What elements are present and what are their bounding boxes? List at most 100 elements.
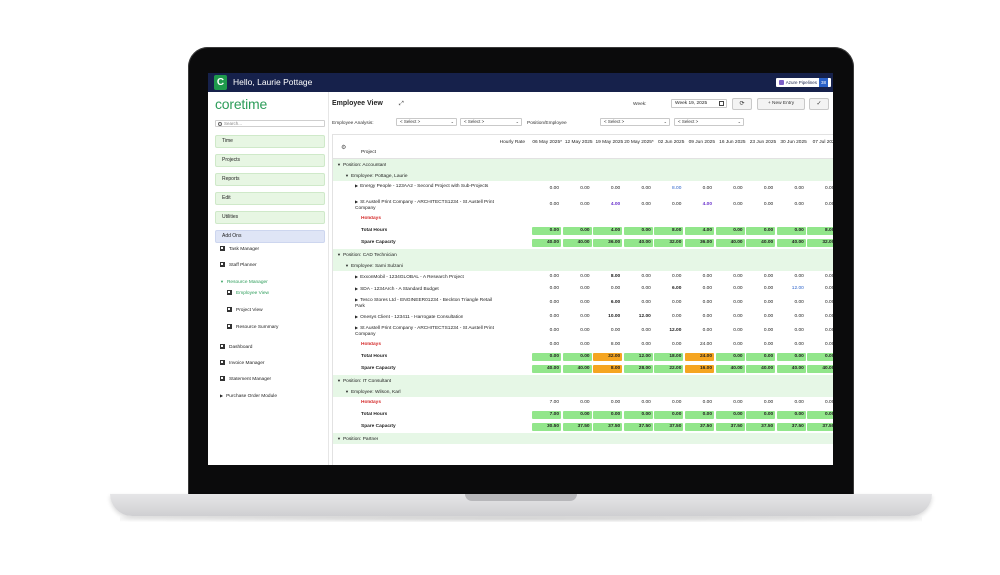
hours-cell[interactable]: 8.00 <box>672 186 682 191</box>
refresh-button[interactable]: ⟳ <box>732 98 752 110</box>
sidebar-item-edit[interactable]: Edit <box>215 192 325 205</box>
caret-right-icon[interactable]: ▶ <box>355 286 359 291</box>
hours-cell[interactable]: 0.00 <box>763 274 774 279</box>
sidebar-item-projects[interactable]: Projects <box>215 154 325 167</box>
employee-select[interactable]: < Select > ⌄ <box>674 118 744 126</box>
group-row[interactable]: ▼ Position: IT Consultant <box>333 375 833 386</box>
hours-cell[interactable]: 12.00 <box>791 286 804 291</box>
table-row[interactable]: ▶ Onesys Client - 123411 - Harrogate Cons… <box>333 311 833 323</box>
hours-cell[interactable]: 0.00 <box>702 314 712 319</box>
sidebar-item-invoice-manager[interactable]: Invoice Manager <box>220 360 264 368</box>
hours-cell[interactable]: 12.00 <box>638 314 651 319</box>
week-picker[interactable]: Week 19, 2025 <box>671 99 727 108</box>
hours-cell[interactable]: 0.00 <box>641 328 651 333</box>
hours-cell[interactable]: 0.00 <box>672 274 682 279</box>
group-row[interactable]: ▼ Position: Accountant <box>333 159 833 170</box>
employee-analysis-select-2[interactable]: < Select > ⌄ <box>460 118 522 126</box>
hours-cell[interactable]: 0.00 <box>702 328 712 333</box>
table-row[interactable]: ▶ St Austell Print Company - ARCHITECTS12… <box>333 197 833 213</box>
group-row[interactable]: ▼ Employee: Sami Sulzani <box>333 260 833 271</box>
hours-cell[interactable]: 0.00 <box>733 202 743 207</box>
sidebar-item-resource-manager[interactable]: ▼ Resource Manager <box>220 278 268 286</box>
caret-right-icon[interactable]: ▶ <box>355 297 359 302</box>
expand-icon[interactable]: ⤢ <box>399 101 404 107</box>
hours-cell[interactable]: 0.00 <box>763 186 774 191</box>
hours-cell[interactable]: 0.00 <box>672 202 682 207</box>
hours-cell[interactable]: 0.00 <box>825 328 833 333</box>
sidebar-item-reports[interactable]: Reports <box>215 173 325 186</box>
hours-cell[interactable]: 0.00 <box>641 274 651 279</box>
hours-cell[interactable]: 0.00 <box>825 274 833 279</box>
hours-cell[interactable]: 6.00 <box>610 300 621 305</box>
hours-cell[interactable]: 10.00 <box>608 314 621 319</box>
hours-cell[interactable]: 0.00 <box>702 274 712 279</box>
hours-cell[interactable]: 0.00 <box>733 300 743 305</box>
group-row[interactable]: ▼ Employee: Pottage, Laurie <box>333 170 833 181</box>
hours-cell[interactable]: 0.00 <box>580 314 590 319</box>
group-row[interactable]: ▼ Position: Partner <box>333 433 833 444</box>
hours-cell[interactable]: 0.00 <box>763 202 774 207</box>
sidebar-item-dashboard[interactable]: Dashboard <box>220 344 252 352</box>
caret-down-icon[interactable]: ▼ <box>345 389 349 394</box>
table-row[interactable]: ▶ Energy People - 123AA2 - Second Project… <box>333 181 833 197</box>
gear-icon[interactable]: ⚙ <box>341 145 347 151</box>
table-row[interactable]: ▶ St Austell Print Company - ARCHITECTS12… <box>333 323 833 339</box>
hours-cell[interactable]: 0.00 <box>641 202 651 207</box>
hours-cell[interactable]: 0.00 <box>549 202 559 207</box>
hours-cell[interactable]: 6.00 <box>672 286 682 291</box>
hours-cell[interactable]: 0.00 <box>580 300 590 305</box>
table-row[interactable]: ▶ ExxonMobil - 1234GLOBAL - A Research Pr… <box>333 271 833 283</box>
hours-cell[interactable]: 0.00 <box>763 286 774 291</box>
hours-cell[interactable]: 0.00 <box>733 328 743 333</box>
table-row[interactable]: ▶ SDA - 1234Arch - A Standard Budget 0.00 0… <box>333 283 833 295</box>
hours-cell[interactable]: 0.00 <box>610 186 621 191</box>
group-row[interactable]: ▼ Employee: Wilson, Karl <box>333 386 833 397</box>
hours-cell[interactable]: 0.00 <box>672 300 682 305</box>
caret-down-icon[interactable]: ▼ <box>337 436 341 441</box>
sidebar-item-task-manager[interactable]: Task Manager <box>220 246 259 254</box>
hours-cell[interactable]: 0.00 <box>763 314 774 319</box>
hours-cell[interactable]: 0.00 <box>702 286 712 291</box>
caret-right-icon[interactable]: ▶ <box>355 314 359 319</box>
hours-cell[interactable]: 12.00 <box>669 328 682 333</box>
hours-cell[interactable]: 0.00 <box>580 202 590 207</box>
hours-cell[interactable]: 0.00 <box>825 314 833 319</box>
hours-cell[interactable]: 0.00 <box>733 314 743 319</box>
pipeline-badge[interactable]: Azure Pipelines 38 <box>775 78 831 87</box>
hours-cell[interactable]: 0.00 <box>580 274 590 279</box>
hours-cell[interactable]: 0.00 <box>641 300 651 305</box>
sidebar-item-resource-summary[interactable]: Resource Summary <box>227 324 278 332</box>
hours-cell[interactable]: 0.00 <box>610 286 621 291</box>
caret-down-icon[interactable]: ▼ <box>337 162 341 167</box>
hours-cell[interactable]: 0.00 <box>549 328 559 333</box>
caret-down-icon[interactable]: ▼ <box>345 173 349 178</box>
new-entry-button[interactable]: + New Entry <box>757 98 805 110</box>
caret-down-icon[interactable]: ▼ <box>337 378 341 383</box>
hours-cell[interactable]: 0.00 <box>702 300 712 305</box>
caret-right-icon[interactable]: ▶ <box>355 325 359 330</box>
sidebar-item-purchase-order-module[interactable]: ▶ Purchase Order Module <box>220 392 277 400</box>
confirm-button[interactable]: ✓ <box>809 98 829 110</box>
hours-cell[interactable]: 0.00 <box>763 328 774 333</box>
sidebar-item-time[interactable]: Time <box>215 135 325 148</box>
caret-right-icon[interactable]: ▶ <box>355 199 359 204</box>
hours-cell[interactable]: 0.00 <box>794 202 804 207</box>
sidebar-item-add-ons[interactable]: Add Ons <box>215 230 325 243</box>
caret-right-icon[interactable]: ▶ <box>355 183 359 188</box>
hours-cell[interactable]: 0.00 <box>641 286 651 291</box>
hours-cell[interactable]: 0.00 <box>672 314 682 319</box>
hours-cell[interactable]: 0.00 <box>549 274 559 279</box>
caret-down-icon[interactable]: ▼ <box>337 252 341 257</box>
table-row[interactable]: ▶ Tesco Stores Ltd - ENGINEER01234 - Beck… <box>333 295 833 311</box>
hours-cell[interactable]: 0.00 <box>794 274 804 279</box>
caret-right-icon[interactable]: ▶ <box>355 274 359 279</box>
hours-cell[interactable]: 8.00 <box>610 274 621 279</box>
hours-cell[interactable]: 0.00 <box>825 300 833 305</box>
hours-cell[interactable]: 4.00 <box>702 202 712 207</box>
hours-cell[interactable]: 0.00 <box>580 186 590 191</box>
hours-cell[interactable]: 0.00 <box>733 286 743 291</box>
sidebar-item-employee-view[interactable]: Employee View <box>227 290 269 298</box>
hours-cell[interactable]: 0.00 <box>549 314 559 319</box>
position-select[interactable]: < Select > ⌄ <box>600 118 670 126</box>
hours-cell[interactable]: 0.00 <box>641 186 651 191</box>
